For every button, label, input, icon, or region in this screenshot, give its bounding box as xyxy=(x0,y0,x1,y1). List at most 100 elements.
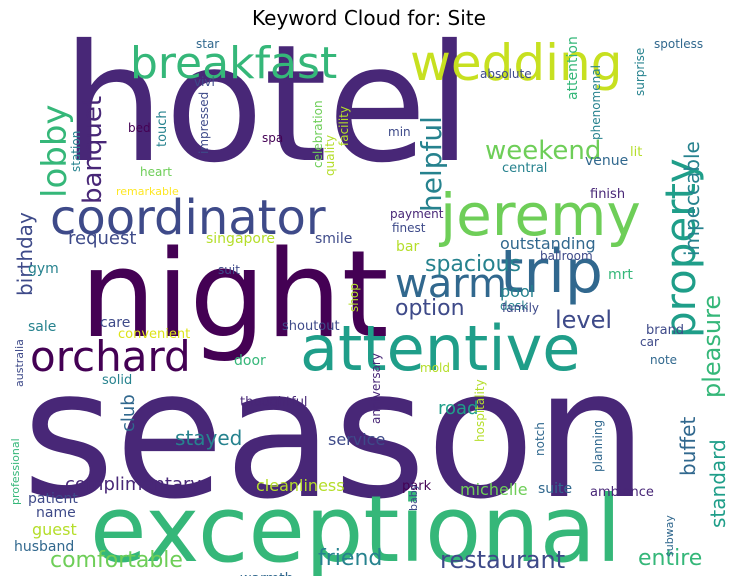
word-orchard: orchard xyxy=(30,332,191,381)
word-warmth: warmth xyxy=(240,572,294,576)
word-ballroom: ballroom xyxy=(540,249,593,263)
word-spotless: spotless xyxy=(654,37,704,51)
word-finest: finest xyxy=(392,221,426,235)
word-banquet: banquet xyxy=(78,95,108,204)
word-breakfast: breakfast xyxy=(130,38,338,89)
word-patient: patient xyxy=(28,491,78,507)
word-standard: standard xyxy=(706,439,728,528)
word-cleanliness: cleanliness xyxy=(256,476,345,495)
word-star: star xyxy=(196,37,220,51)
word-hotel: hotel xyxy=(62,36,472,199)
word-facility: facility xyxy=(337,106,351,146)
word-shop: shop xyxy=(347,283,361,312)
word-convenient: convenient xyxy=(118,327,191,342)
word-cloud: hotel season night exceptional attentive jere… xyxy=(10,36,728,576)
word-exceptional: exceptional xyxy=(90,476,622,576)
word-restaurant: restaurant xyxy=(440,546,566,574)
word-gym: gym xyxy=(28,261,59,277)
word-spa: spa xyxy=(262,131,284,145)
word-name: name xyxy=(36,505,76,521)
word-spacious: spacious xyxy=(425,252,521,277)
word-desk: desk xyxy=(500,299,529,313)
word-comfortable: comfortable xyxy=(50,548,183,573)
word-impeccable: impeccable xyxy=(680,141,704,256)
word-club: club xyxy=(118,394,139,432)
word-surprise: surprise xyxy=(633,47,647,96)
word-central: central xyxy=(502,161,548,176)
word-season: season xyxy=(22,331,648,538)
word-suit: suit xyxy=(218,263,240,277)
word-australia: australia xyxy=(13,339,26,387)
word-park: park xyxy=(402,479,432,494)
word-finish: finish xyxy=(590,187,626,202)
word-anniversary: anniversary xyxy=(369,353,383,424)
word-impressed: impressed xyxy=(197,91,211,154)
word-hospitality: hospitality xyxy=(473,379,487,442)
word-station: station xyxy=(69,130,83,172)
word-service: service xyxy=(328,430,386,449)
word-venue: venue xyxy=(585,153,629,169)
word-jeremy: jeremy xyxy=(440,181,641,249)
word-complimentary: complimentary xyxy=(65,474,202,495)
word-option: option xyxy=(395,296,465,321)
word-car: car xyxy=(640,335,659,349)
word-bar: bar xyxy=(396,239,420,255)
word-request: request xyxy=(68,228,137,249)
word-baby: baby xyxy=(407,483,420,511)
word-friend: friend xyxy=(318,546,383,571)
word-outstanding: outstanding xyxy=(500,234,596,253)
word-husband: husband xyxy=(14,539,75,555)
word-notch: notch xyxy=(533,422,547,456)
word-phenomenal: phenomenal xyxy=(589,65,603,140)
word-min: min xyxy=(388,125,411,139)
word-shoutout: shoutout xyxy=(282,319,340,334)
word-smile: smile xyxy=(315,231,353,247)
word-mrt: mrt xyxy=(608,267,633,283)
word-level: level xyxy=(555,306,613,334)
word-heart: heart xyxy=(140,165,172,179)
chart-title: Keyword Cloud for: Site xyxy=(252,6,486,30)
word-absolute: absolute xyxy=(480,67,532,81)
word-care: care xyxy=(100,315,131,331)
word-coordinator: coordinator xyxy=(50,190,326,246)
word-attention: attention xyxy=(565,36,581,100)
word-thoughtful: thoughtful xyxy=(240,395,308,410)
word-night: night xyxy=(80,226,389,365)
word-planning: planning xyxy=(591,419,605,472)
word-family: family xyxy=(502,301,540,315)
word-helpful: helpful xyxy=(415,116,448,212)
word-subway: subway xyxy=(663,515,676,557)
word-wedding: wedding xyxy=(410,36,623,92)
word-solid: solid xyxy=(102,373,133,388)
word-singapore: singapore xyxy=(206,231,276,247)
word-attentive: attentive xyxy=(300,312,581,385)
word-lit: lit xyxy=(630,145,643,160)
word-lobby: lobby xyxy=(35,104,75,198)
word-quality: quality xyxy=(323,134,337,176)
word-entire: entire xyxy=(638,546,703,571)
word-brand: brand xyxy=(646,323,685,338)
word-vivi: vivi xyxy=(194,75,215,89)
word-suite: suite xyxy=(538,481,573,497)
word-touch: touch xyxy=(155,110,170,147)
word-trip: trip xyxy=(500,237,603,307)
word-guest: guest xyxy=(32,520,77,539)
word-payment: payment xyxy=(390,207,444,221)
word-buffet: buffet xyxy=(676,416,700,476)
word-michelle: michelle xyxy=(460,480,528,499)
word-sale: sale xyxy=(28,319,57,335)
word-road: road xyxy=(438,398,479,419)
word-professional: professional xyxy=(10,438,22,505)
word-weekend: weekend xyxy=(485,136,602,166)
word-pleasure: pleasure xyxy=(698,294,726,398)
word-pool: pool xyxy=(500,282,535,301)
word-mold: mold xyxy=(420,361,450,375)
word-remarkable: remarkable xyxy=(116,185,179,198)
word-warm: warm xyxy=(395,261,507,307)
word-ambiance: ambiance xyxy=(590,485,654,500)
word-stayed: stayed xyxy=(175,426,243,450)
word-door: door xyxy=(234,353,266,369)
word-birthday: birthday xyxy=(13,212,37,296)
word-bed: bed xyxy=(128,121,151,135)
word-note: note xyxy=(650,353,678,367)
